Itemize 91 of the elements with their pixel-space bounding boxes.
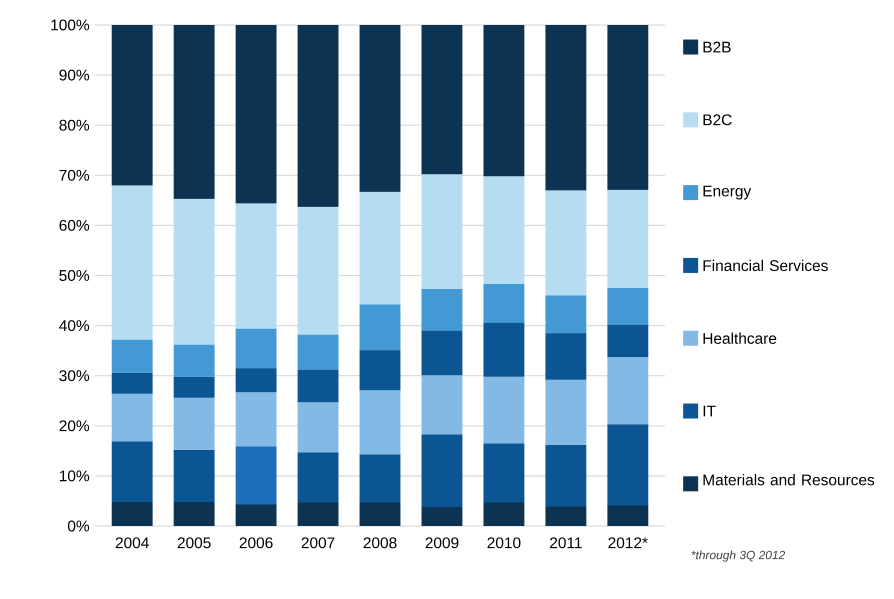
y-tick-label: 20% bbox=[60, 420, 90, 432]
y-tick-label: 30% bbox=[59, 370, 90, 382]
bar bbox=[112, 394, 153, 442]
bar bbox=[607, 190, 648, 288]
bar bbox=[607, 505, 648, 526]
x-tick-label: 2004 bbox=[116, 537, 149, 548]
bar bbox=[483, 176, 524, 284]
bar bbox=[607, 357, 648, 424]
y-tick-label: 10% bbox=[60, 470, 90, 482]
bar bbox=[174, 198, 215, 345]
y-tick-label: 90% bbox=[59, 70, 90, 81]
legend-label: B2B bbox=[704, 42, 731, 52]
bar bbox=[236, 24, 277, 204]
y-tick-label: 70% bbox=[60, 170, 90, 181]
bar bbox=[545, 190, 586, 296]
x-tick-label: 2010 bbox=[488, 537, 520, 548]
bar bbox=[545, 444, 586, 506]
bar bbox=[112, 372, 153, 394]
bar bbox=[236, 203, 277, 329]
bar bbox=[422, 375, 462, 434]
legend-label: B2C bbox=[704, 114, 732, 126]
bar bbox=[607, 288, 648, 325]
bar bbox=[360, 24, 400, 192]
bar bbox=[236, 368, 277, 392]
bar bbox=[483, 284, 524, 323]
bar bbox=[236, 328, 277, 368]
bar bbox=[298, 452, 338, 502]
bar bbox=[360, 454, 400, 502]
y-tick-label: 80% bbox=[59, 120, 90, 131]
bar bbox=[422, 174, 462, 290]
bar bbox=[112, 441, 153, 502]
bar bbox=[174, 24, 215, 199]
bar bbox=[236, 392, 277, 446]
text: *through 3Q 2012 bbox=[692, 550, 786, 562]
bar bbox=[483, 502, 524, 526]
bar bbox=[607, 324, 648, 358]
x-tick-label: 2006 bbox=[240, 537, 273, 548]
bar bbox=[298, 402, 338, 452]
bar bbox=[360, 350, 400, 390]
bar bbox=[298, 206, 338, 335]
bar bbox=[422, 506, 462, 526]
bar bbox=[360, 192, 400, 305]
legend-label: Healthcare bbox=[704, 332, 776, 344]
bar bbox=[422, 434, 462, 507]
bar bbox=[483, 24, 524, 176]
bar bbox=[174, 398, 215, 450]
bar bbox=[360, 502, 400, 526]
legend-label: IT bbox=[704, 406, 716, 416]
bar bbox=[298, 370, 338, 402]
bar bbox=[483, 376, 524, 444]
x-tick-label: 2007 bbox=[302, 537, 334, 548]
bar bbox=[298, 334, 338, 370]
bar bbox=[483, 322, 524, 377]
bar bbox=[112, 24, 153, 186]
bar bbox=[360, 304, 400, 350]
x-tick-label: 2005 bbox=[178, 537, 211, 548]
legend-label: Materials and Resources bbox=[704, 474, 874, 486]
y-tick-label: 0% bbox=[68, 520, 90, 532]
y-tick-label: 60% bbox=[60, 220, 90, 231]
bar bbox=[174, 376, 215, 398]
bar bbox=[236, 446, 277, 504]
x-tick-label: 2008 bbox=[364, 537, 397, 548]
legend-label: Financial Services bbox=[704, 260, 828, 272]
legend-label: Energy bbox=[704, 186, 752, 200]
x-tick-label: 2011 bbox=[550, 537, 582, 548]
y-tick-label: 100% bbox=[51, 20, 90, 30]
bar bbox=[360, 390, 400, 454]
bar bbox=[607, 24, 648, 190]
bar bbox=[607, 424, 648, 506]
x-tick-label: 2012* bbox=[608, 537, 648, 548]
bar bbox=[545, 506, 586, 526]
bar bbox=[174, 450, 215, 502]
bar bbox=[545, 24, 586, 190]
bar bbox=[298, 502, 338, 526]
x-tick-label: 2009 bbox=[426, 537, 458, 548]
bar bbox=[545, 380, 586, 445]
bar bbox=[174, 344, 215, 377]
y-tick-label: 50% bbox=[59, 270, 90, 281]
bar bbox=[298, 24, 338, 207]
bar bbox=[422, 24, 462, 174]
bar bbox=[483, 443, 524, 502]
bar bbox=[422, 330, 462, 376]
bar bbox=[422, 289, 462, 331]
bar bbox=[236, 504, 277, 526]
bar bbox=[545, 296, 586, 334]
bar bbox=[174, 502, 215, 526]
y-tick-label: 40% bbox=[59, 320, 90, 332]
bar bbox=[545, 333, 586, 380]
bar bbox=[112, 340, 153, 373]
bar bbox=[112, 185, 153, 340]
bar bbox=[112, 502, 153, 526]
